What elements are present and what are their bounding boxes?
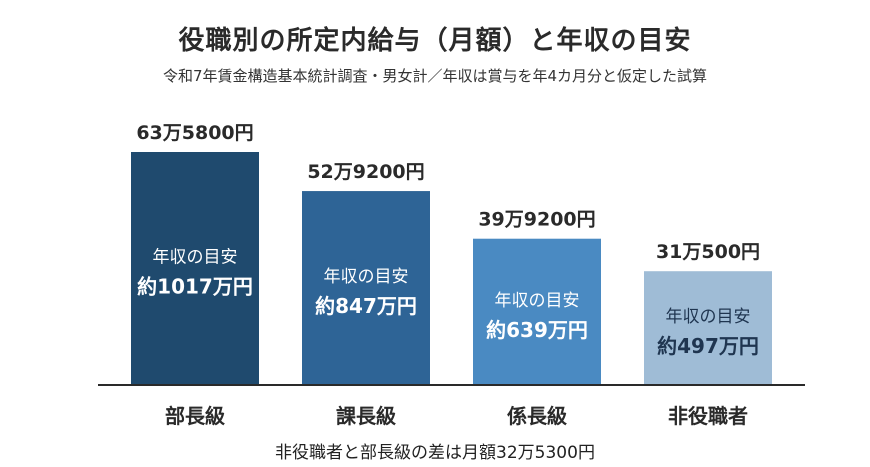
category-label-3: 係長級: [507, 404, 567, 428]
bar-1: [131, 152, 259, 385]
category-label-1: 部長級: [165, 404, 225, 428]
annual-caption-3: 年収の目安: [495, 291, 580, 311]
value-label-3: 39万9200円: [478, 209, 595, 231]
category-label-4: 非役職者: [668, 404, 748, 428]
annual-caption-2: 年収の目安: [324, 267, 409, 287]
value-label-2: 52万9200円: [307, 161, 424, 183]
chart-footnote: 非役職者と部長級の差は月額32万5300円: [275, 443, 595, 463]
annual-caption-4: 年収の目安: [666, 307, 751, 327]
bar-4: [644, 271, 772, 385]
value-label-4: 31万500円: [656, 241, 760, 263]
bar-2: [302, 191, 430, 385]
chart-title: 役職別の所定内給与（月額）と年収の目安: [178, 26, 692, 56]
chart-subtitle: 令和7年賃金構造基本統計調査・男女計／年収は賞与を年4カ月分と仮定した試算: [162, 67, 708, 85]
annual-estimate-4: 約497万円: [657, 334, 759, 358]
bar-3: [473, 238, 601, 385]
annual-caption-1: 年収の目安: [153, 248, 238, 268]
category-label-2: 課長級: [336, 404, 396, 428]
annual-estimate-1: 約1017万円: [137, 275, 253, 299]
value-label-1: 63万5800円: [136, 122, 253, 144]
annual-estimate-2: 約847万円: [315, 294, 417, 318]
annual-estimate-3: 約639万円: [486, 318, 588, 342]
